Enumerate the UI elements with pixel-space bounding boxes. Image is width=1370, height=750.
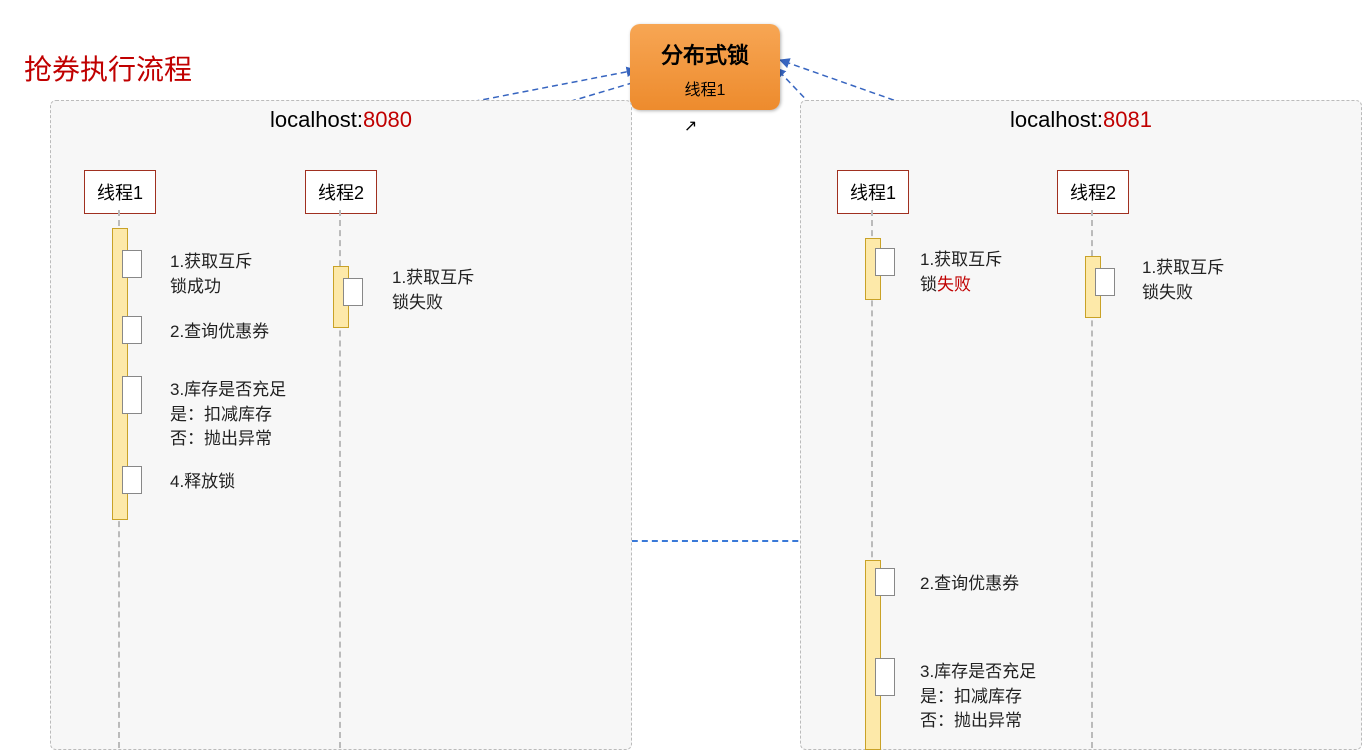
step-label: 3.库存是否充足是：扣减库存否：抛出异常: [170, 378, 286, 452]
execution-marker: [122, 316, 142, 344]
distributed-lock-box: 分布式锁线程1: [630, 24, 780, 110]
thread-box: 线程1: [837, 170, 909, 214]
execution-marker: [122, 466, 142, 494]
panel-title: localhost:8080: [51, 107, 631, 133]
panel-title: localhost:8081: [801, 107, 1361, 133]
execution-marker: [343, 278, 363, 306]
step-label: 1.获取互斥锁失败: [392, 266, 474, 315]
execution-marker: [875, 658, 895, 696]
panel-host: localhost:: [270, 107, 363, 132]
thread-box: 线程2: [1057, 170, 1129, 214]
step-label: 4.释放锁: [170, 470, 235, 495]
step-label: 1.获取互斥锁失败: [920, 248, 1002, 297]
mouse-cursor-icon: ↖: [684, 116, 697, 136]
page-title: 抢券执行流程: [24, 48, 192, 88]
execution-marker: [122, 250, 142, 278]
thread-box: 线程2: [305, 170, 377, 214]
panel-port: 8081: [1103, 107, 1152, 132]
execution-marker: [122, 376, 142, 414]
step-label: 2.查询优惠券: [170, 320, 269, 345]
execution-marker: [1095, 268, 1115, 296]
panel-port: 8080: [363, 107, 412, 132]
execution-marker: [875, 248, 895, 276]
thread-box: 线程1: [84, 170, 156, 214]
step-label: 3.库存是否充足是：扣减库存否：抛出异常: [920, 660, 1036, 734]
step-label: 2.查询优惠券: [920, 572, 1019, 597]
step-label: 1.获取互斥锁成功: [170, 250, 252, 299]
panel-host: localhost:: [1010, 107, 1103, 132]
step-label: 1.获取互斥锁失败: [1142, 256, 1224, 305]
lock-title: 分布式锁: [630, 38, 780, 70]
lock-subtitle: 线程1: [630, 76, 780, 100]
execution-marker: [875, 568, 895, 596]
